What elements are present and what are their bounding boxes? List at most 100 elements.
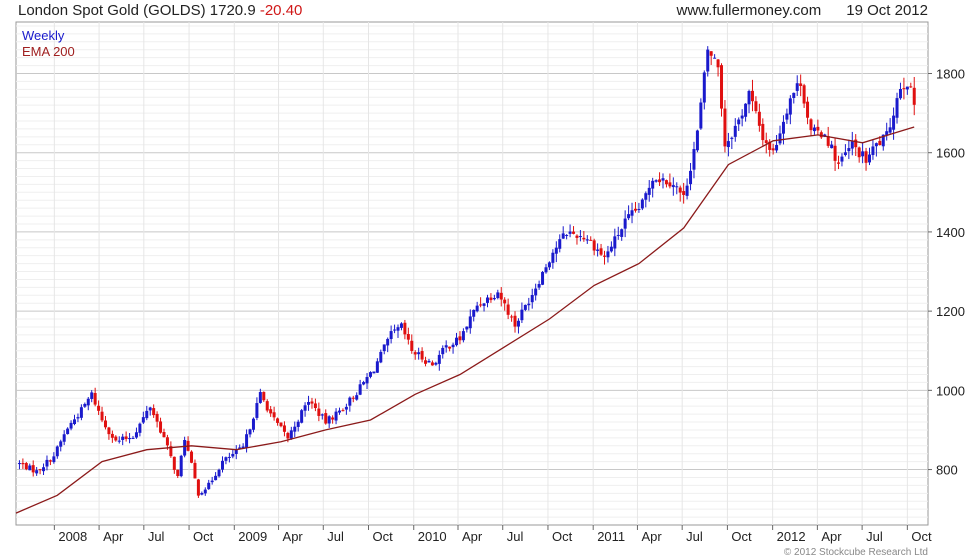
price-change: -20.40	[259, 2, 303, 19]
candle-up	[740, 115, 744, 119]
candle-up	[79, 407, 83, 418]
candle-down	[324, 413, 328, 424]
candle-up	[561, 233, 565, 239]
candle-up	[131, 437, 135, 439]
candle-up	[307, 401, 311, 405]
candle-up	[867, 154, 871, 163]
y-tick-label: 1000	[936, 383, 965, 398]
candle-up	[516, 320, 520, 327]
candle-up	[35, 470, 39, 474]
candle-down	[864, 151, 868, 163]
candle-up	[475, 305, 479, 312]
candle-down	[599, 248, 603, 255]
candle-up	[468, 316, 472, 329]
candle-up	[578, 236, 582, 238]
candle-down	[837, 162, 841, 164]
candle-down	[802, 85, 806, 104]
candle-down	[155, 413, 159, 422]
candle-up	[17, 463, 21, 465]
candle-up	[138, 423, 142, 433]
candle-up	[148, 407, 152, 411]
candle-up	[355, 395, 359, 400]
candle-up	[455, 337, 459, 346]
candle-up	[840, 156, 844, 162]
candle-down	[448, 346, 452, 349]
candle-down	[24, 463, 28, 470]
candle-up	[785, 113, 789, 120]
candle-up	[871, 146, 875, 156]
candle-down	[313, 403, 317, 408]
candle-down	[286, 432, 290, 439]
candle-up	[702, 72, 706, 103]
candle-up	[303, 405, 307, 411]
candle-up	[42, 467, 46, 472]
x-tick-label: Apr	[103, 529, 124, 544]
candle-up	[117, 440, 121, 442]
candle-up	[623, 218, 627, 229]
candle-down	[31, 465, 35, 473]
candle-up	[781, 121, 785, 134]
candle-down	[602, 255, 606, 257]
candle-up	[86, 398, 90, 406]
candle-down	[165, 437, 169, 446]
candle-up	[547, 262, 551, 268]
candle-up	[141, 417, 145, 423]
candle-up	[788, 98, 792, 115]
candle-down	[754, 101, 758, 112]
candle-up	[726, 141, 730, 148]
candle-up	[888, 127, 892, 133]
candle-down	[103, 420, 107, 428]
candle-up	[358, 384, 362, 395]
candle-down	[110, 433, 114, 438]
candle-up	[558, 239, 562, 249]
candle-down	[720, 65, 724, 109]
candle-down	[169, 446, 173, 457]
candle-down	[510, 316, 514, 318]
x-tick-label: Oct	[193, 529, 214, 544]
candle-down	[172, 456, 176, 470]
candle-up	[744, 103, 748, 117]
candle-down	[276, 418, 280, 423]
candle-up	[300, 410, 304, 423]
candle-down	[272, 412, 276, 418]
candle-down	[513, 315, 517, 327]
candle-down	[190, 451, 194, 463]
candle-down	[723, 108, 727, 147]
candle-down	[761, 123, 765, 141]
candle-up	[224, 457, 228, 461]
candle-up	[737, 119, 741, 125]
candle-up	[444, 345, 448, 348]
candle-down	[709, 51, 713, 56]
x-tick-label: Jul	[686, 529, 703, 544]
candle-up	[379, 351, 383, 363]
candle-down	[124, 436, 128, 439]
candle-down	[317, 408, 321, 416]
candle-up	[59, 441, 63, 447]
candle-down	[750, 90, 754, 102]
candle-up	[128, 438, 132, 440]
candle-down	[806, 101, 810, 118]
candle-up	[210, 480, 214, 483]
candle-up	[692, 149, 696, 170]
candle-down	[678, 187, 682, 193]
candle-down	[857, 147, 861, 158]
candle-down	[265, 401, 269, 411]
candle-down	[902, 88, 906, 90]
x-tick-label: Jul	[148, 529, 165, 544]
candle-down	[262, 391, 266, 401]
candle-up	[647, 187, 651, 195]
legend-weekly: Weekly	[22, 28, 65, 43]
candle-down	[833, 145, 837, 161]
candle-up	[465, 326, 469, 330]
chart-source-and-date: www.fullermoney.com 19 Oct 2012	[676, 2, 928, 19]
candle-up	[417, 352, 421, 355]
candle-down	[503, 299, 507, 304]
candle-down	[410, 340, 414, 351]
x-tick-label: Oct	[911, 529, 932, 544]
candle-up	[365, 377, 369, 384]
candle-up	[637, 208, 641, 210]
candle-down	[819, 132, 823, 138]
candle-up	[874, 143, 878, 147]
